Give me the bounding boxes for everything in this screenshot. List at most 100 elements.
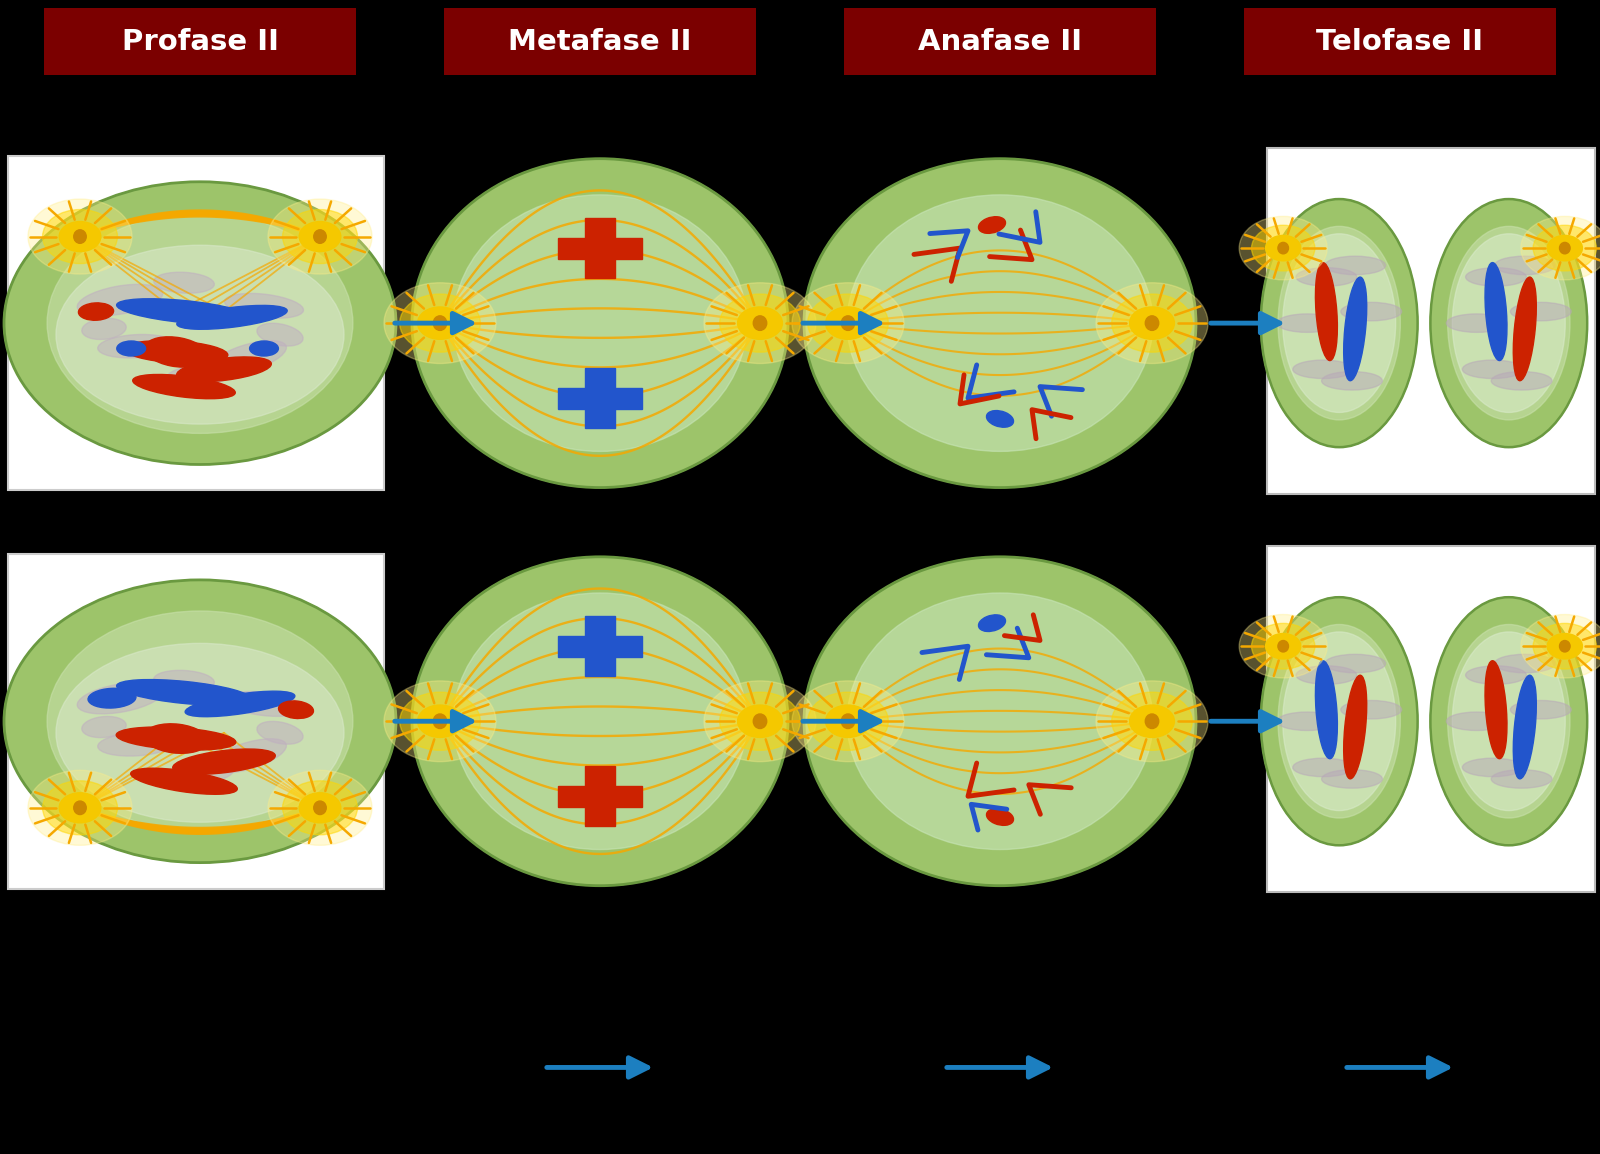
- Polygon shape: [586, 368, 614, 428]
- Ellipse shape: [56, 644, 344, 822]
- Polygon shape: [586, 616, 614, 676]
- Text: Metafase II: Metafase II: [509, 28, 691, 55]
- Circle shape: [59, 793, 101, 823]
- Ellipse shape: [1322, 372, 1382, 390]
- Ellipse shape: [1278, 226, 1400, 420]
- Polygon shape: [586, 218, 614, 278]
- Ellipse shape: [77, 682, 163, 714]
- Circle shape: [1096, 283, 1208, 364]
- Ellipse shape: [1446, 712, 1507, 730]
- Ellipse shape: [1277, 712, 1338, 730]
- Ellipse shape: [258, 721, 302, 744]
- Polygon shape: [558, 388, 642, 409]
- Polygon shape: [558, 238, 642, 258]
- Ellipse shape: [258, 323, 302, 346]
- Ellipse shape: [1453, 632, 1565, 810]
- Ellipse shape: [78, 302, 114, 321]
- Ellipse shape: [1341, 302, 1402, 321]
- Circle shape: [299, 793, 341, 823]
- Circle shape: [43, 781, 117, 834]
- FancyBboxPatch shape: [8, 554, 384, 889]
- Circle shape: [418, 307, 462, 339]
- Ellipse shape: [1315, 661, 1338, 758]
- Ellipse shape: [1510, 302, 1571, 321]
- Circle shape: [704, 283, 816, 364]
- Circle shape: [1547, 634, 1582, 659]
- Ellipse shape: [1448, 226, 1570, 420]
- Ellipse shape: [56, 246, 344, 425]
- Ellipse shape: [1494, 256, 1555, 275]
- Circle shape: [808, 294, 888, 352]
- Ellipse shape: [1296, 666, 1357, 684]
- Circle shape: [400, 294, 480, 352]
- Polygon shape: [558, 786, 642, 807]
- FancyBboxPatch shape: [1267, 546, 1595, 892]
- Ellipse shape: [1341, 700, 1402, 719]
- Ellipse shape: [131, 769, 237, 794]
- Ellipse shape: [1462, 360, 1523, 379]
- Ellipse shape: [1322, 770, 1382, 788]
- FancyBboxPatch shape: [8, 156, 384, 490]
- Ellipse shape: [842, 714, 854, 728]
- Ellipse shape: [1560, 640, 1570, 652]
- Ellipse shape: [846, 195, 1154, 451]
- Circle shape: [283, 210, 357, 263]
- Ellipse shape: [154, 272, 214, 293]
- Ellipse shape: [117, 299, 251, 324]
- Circle shape: [808, 692, 888, 750]
- Ellipse shape: [1494, 654, 1555, 673]
- Ellipse shape: [1466, 268, 1526, 286]
- Circle shape: [738, 705, 782, 737]
- Ellipse shape: [117, 342, 146, 355]
- Ellipse shape: [1344, 675, 1366, 779]
- Ellipse shape: [987, 411, 1013, 427]
- Ellipse shape: [987, 809, 1013, 825]
- Circle shape: [792, 681, 904, 762]
- Ellipse shape: [74, 230, 86, 243]
- Circle shape: [29, 771, 131, 846]
- Ellipse shape: [754, 714, 766, 728]
- Ellipse shape: [224, 691, 304, 717]
- Circle shape: [59, 222, 101, 252]
- Circle shape: [1547, 235, 1582, 261]
- Circle shape: [704, 681, 816, 762]
- Ellipse shape: [154, 670, 214, 691]
- Ellipse shape: [3, 182, 397, 465]
- Polygon shape: [586, 766, 614, 826]
- Ellipse shape: [166, 365, 234, 385]
- Circle shape: [1096, 681, 1208, 762]
- Circle shape: [1266, 235, 1301, 261]
- Ellipse shape: [144, 337, 208, 367]
- Ellipse shape: [98, 733, 174, 756]
- Circle shape: [1533, 623, 1597, 669]
- Ellipse shape: [1283, 632, 1395, 810]
- Ellipse shape: [46, 610, 354, 832]
- Circle shape: [1238, 614, 1326, 679]
- Ellipse shape: [210, 739, 286, 773]
- Text: Anafase II: Anafase II: [918, 28, 1082, 55]
- Ellipse shape: [278, 700, 314, 719]
- Ellipse shape: [589, 390, 611, 406]
- Ellipse shape: [250, 342, 278, 355]
- FancyBboxPatch shape: [43, 8, 355, 75]
- Ellipse shape: [117, 680, 251, 705]
- Circle shape: [1112, 294, 1192, 352]
- Ellipse shape: [166, 763, 234, 784]
- Ellipse shape: [413, 557, 787, 886]
- FancyBboxPatch shape: [1267, 148, 1595, 494]
- Circle shape: [1130, 705, 1174, 737]
- Circle shape: [299, 222, 341, 252]
- Ellipse shape: [1491, 770, 1552, 788]
- Ellipse shape: [1325, 654, 1386, 673]
- Ellipse shape: [314, 230, 326, 243]
- Circle shape: [1533, 225, 1597, 271]
- Circle shape: [269, 771, 371, 846]
- Circle shape: [1266, 634, 1301, 659]
- Ellipse shape: [754, 316, 766, 330]
- Ellipse shape: [173, 749, 275, 774]
- Ellipse shape: [1462, 758, 1523, 777]
- Ellipse shape: [842, 316, 854, 330]
- Circle shape: [43, 210, 117, 263]
- Ellipse shape: [1485, 661, 1507, 758]
- Ellipse shape: [413, 158, 787, 488]
